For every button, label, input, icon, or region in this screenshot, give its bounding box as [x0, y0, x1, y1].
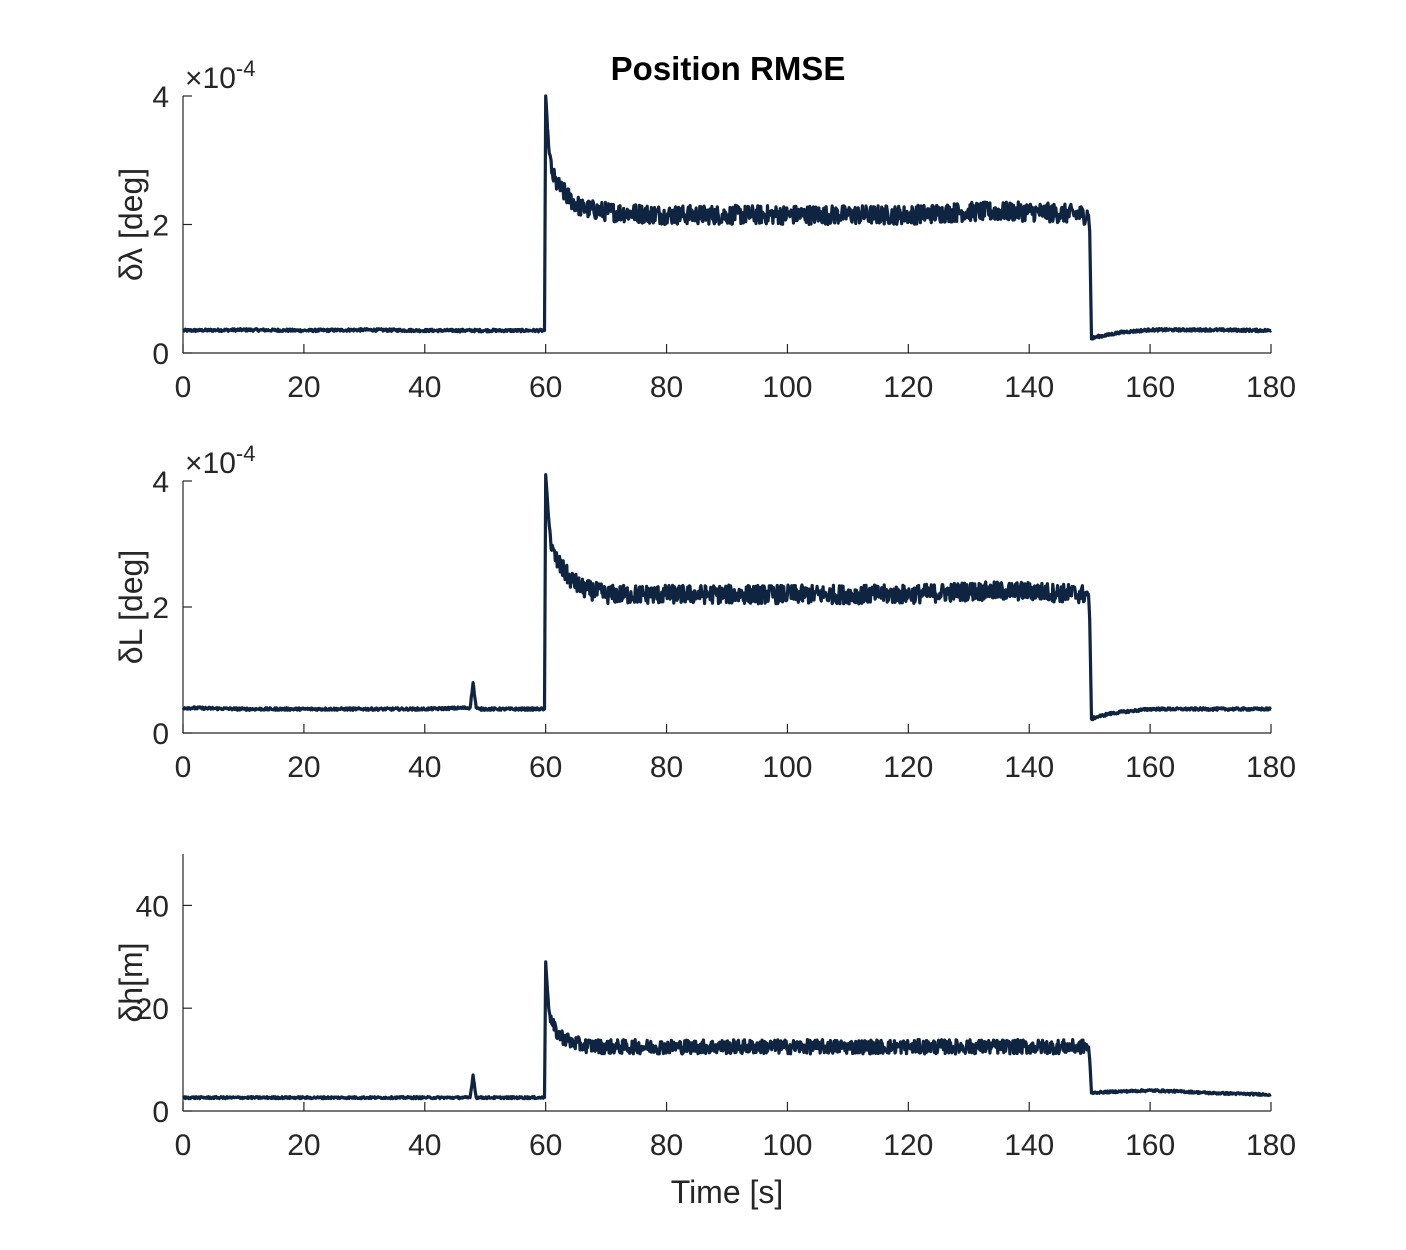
x-tick-label: 100 [762, 371, 812, 404]
x-tick-label: 100 [762, 751, 812, 784]
y-tick-label: 20 [136, 993, 169, 1026]
subplot-1: 0 20 40 60 80 100 120 140 160 180 0 2 4 ×10-4 δλ [deg] [113, 56, 1296, 404]
x-tick-label: 80 [650, 751, 683, 784]
x-tick-label: 100 [762, 1129, 812, 1162]
x-tick-label: 180 [1246, 751, 1296, 784]
x-tick-label: 0 [175, 751, 192, 784]
x-axis-label: Time [s] [671, 1174, 784, 1210]
x-tick-label: 80 [650, 1129, 683, 1162]
y-axis-label: δL [deg] [113, 550, 149, 664]
x-tick-label: 120 [883, 751, 933, 784]
x-tick-label: 20 [287, 1129, 320, 1162]
x-tick-label: 40 [408, 1129, 441, 1162]
x-tick-label: 20 [287, 371, 320, 404]
series-line-3 [182, 960, 1273, 1101]
y-axis-label: δh[m] [113, 942, 149, 1022]
y-tick-label: 0 [152, 1096, 169, 1129]
y-tick-label: 40 [136, 890, 169, 923]
y-tick-label: 4 [152, 466, 169, 499]
series-line-1 [182, 94, 1273, 341]
x-tick-label: 140 [1004, 751, 1054, 784]
x-tick-label: 180 [1246, 1129, 1296, 1162]
subplot-3: 0 20 40 60 80 100 120 140 160 180 0 20 40 δh[m] Time [… [113, 854, 1296, 1210]
x-tick-label: 80 [650, 371, 683, 404]
x-tick-label: 40 [408, 751, 441, 784]
x-tick-label: 160 [1125, 751, 1175, 784]
y-tick-label: 4 [152, 81, 169, 114]
x-tick-label: 60 [529, 371, 562, 404]
subplot-2: 0 20 40 60 80 100 120 140 160 180 0 2 4 ×10-4 δL [deg] [113, 441, 1296, 784]
y-axis-exponent: ×10-4 [185, 56, 255, 95]
x-tick-label: 20 [287, 751, 320, 784]
y-tick-label: 2 [152, 592, 169, 625]
y-tick-label: 2 [152, 210, 169, 243]
y-tick-label: 0 [152, 338, 169, 371]
series-line-2 [181, 473, 1273, 722]
x-tick-label: 120 [883, 1129, 933, 1162]
figure-title: Position RMSE [611, 50, 846, 87]
x-tick-label: 60 [529, 1129, 562, 1162]
x-tick-label: 140 [1004, 371, 1054, 404]
x-tick-label: 140 [1004, 1129, 1054, 1162]
x-tick-label: 60 [529, 751, 562, 784]
x-tick-label: 120 [883, 371, 933, 404]
x-tick-label: 160 [1125, 371, 1175, 404]
x-tick-label: 180 [1246, 371, 1296, 404]
y-axis-exponent: ×10-4 [185, 441, 255, 480]
x-tick-label: 40 [408, 371, 441, 404]
x-tick-label: 160 [1125, 1129, 1175, 1162]
y-tick-label: 0 [152, 718, 169, 751]
x-tick-label: 0 [175, 371, 192, 404]
y-axis-label: δλ [deg] [113, 168, 149, 281]
x-tick-label: 0 [175, 1129, 192, 1162]
